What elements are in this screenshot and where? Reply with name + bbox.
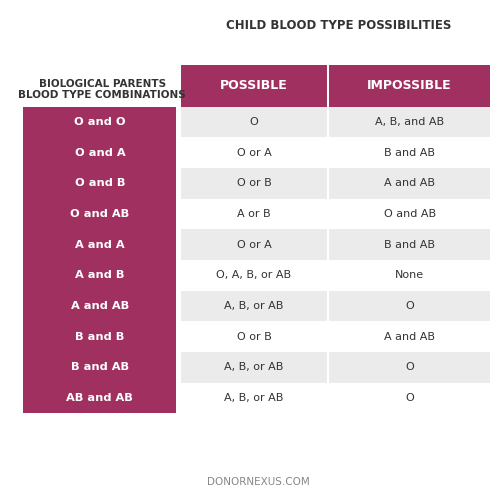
Text: O or A: O or A	[236, 148, 272, 158]
Text: CHILD BLOOD TYPE POSSIBILITIES: CHILD BLOOD TYPE POSSIBILITIES	[226, 18, 452, 32]
FancyBboxPatch shape	[329, 229, 490, 260]
Text: O and A: O and A	[74, 148, 125, 158]
FancyBboxPatch shape	[181, 64, 326, 106]
Text: O and AB: O and AB	[384, 209, 436, 219]
Text: B and AB: B and AB	[71, 362, 129, 372]
Text: None: None	[395, 270, 424, 280]
Text: O or A: O or A	[236, 240, 272, 250]
Text: B and AB: B and AB	[384, 240, 435, 250]
Text: O: O	[405, 301, 414, 311]
FancyBboxPatch shape	[329, 168, 490, 198]
Text: A and AB: A and AB	[384, 178, 435, 188]
Text: O, A, B, or AB: O, A, B, or AB	[216, 270, 292, 280]
Text: A, B, or AB: A, B, or AB	[224, 393, 284, 403]
FancyBboxPatch shape	[181, 352, 326, 382]
Text: DONORNEXUS.COM: DONORNEXUS.COM	[207, 478, 310, 488]
Text: A, B, and AB: A, B, and AB	[375, 117, 444, 127]
Text: A and AB: A and AB	[70, 301, 129, 311]
Text: B and B: B and B	[75, 332, 124, 342]
FancyBboxPatch shape	[24, 106, 176, 413]
FancyBboxPatch shape	[329, 138, 490, 168]
FancyBboxPatch shape	[329, 260, 490, 290]
Text: POSSIBLE: POSSIBLE	[220, 79, 288, 92]
FancyBboxPatch shape	[181, 382, 326, 413]
FancyBboxPatch shape	[181, 260, 326, 290]
FancyBboxPatch shape	[181, 198, 326, 229]
Text: O and O: O and O	[74, 117, 126, 127]
Text: O or B: O or B	[236, 178, 272, 188]
Text: O: O	[250, 117, 258, 127]
FancyBboxPatch shape	[329, 321, 490, 352]
Text: B and AB: B and AB	[384, 148, 435, 158]
FancyBboxPatch shape	[329, 290, 490, 321]
FancyBboxPatch shape	[329, 382, 490, 413]
FancyBboxPatch shape	[181, 290, 326, 321]
Text: O: O	[405, 362, 414, 372]
FancyBboxPatch shape	[329, 106, 490, 138]
FancyBboxPatch shape	[329, 352, 490, 382]
Text: A, B, or AB: A, B, or AB	[224, 362, 284, 372]
FancyBboxPatch shape	[181, 321, 326, 352]
Text: O or B: O or B	[236, 332, 272, 342]
FancyBboxPatch shape	[329, 198, 490, 229]
FancyBboxPatch shape	[329, 64, 490, 106]
Text: O: O	[405, 393, 414, 403]
Text: A and A: A and A	[75, 240, 124, 250]
Text: O and B: O and B	[74, 178, 125, 188]
Text: IMPOSSIBLE: IMPOSSIBLE	[368, 79, 452, 92]
Text: A or B: A or B	[237, 209, 270, 219]
Text: AB and AB: AB and AB	[66, 393, 134, 403]
Text: O and AB: O and AB	[70, 209, 130, 219]
FancyBboxPatch shape	[181, 106, 326, 138]
Text: BIOLOGICAL PARENTS
BLOOD TYPE COMBINATIONS: BIOLOGICAL PARENTS BLOOD TYPE COMBINATIO…	[18, 79, 186, 100]
Text: A and AB: A and AB	[384, 332, 435, 342]
Text: A, B, or AB: A, B, or AB	[224, 301, 284, 311]
FancyBboxPatch shape	[181, 229, 326, 260]
FancyBboxPatch shape	[181, 138, 326, 168]
FancyBboxPatch shape	[181, 168, 326, 198]
Text: A and B: A and B	[75, 270, 124, 280]
